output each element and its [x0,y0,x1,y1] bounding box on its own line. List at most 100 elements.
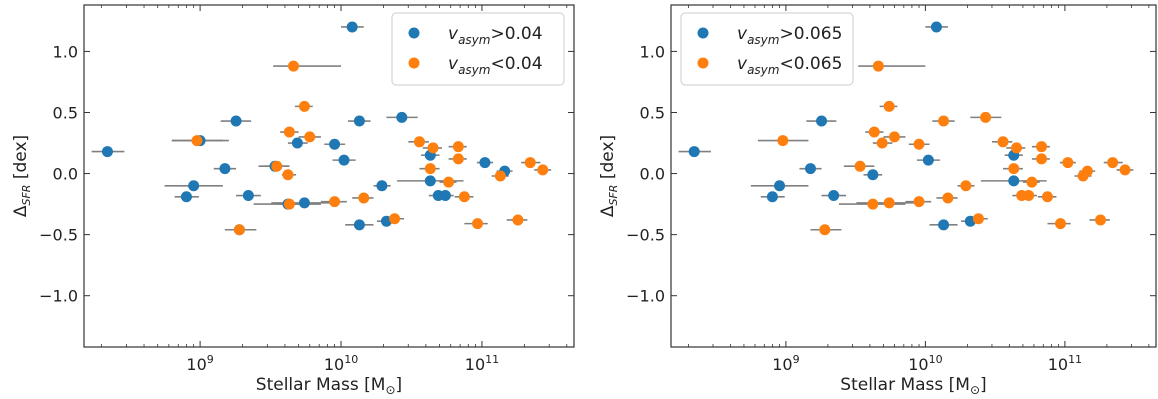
data-point [1036,153,1048,165]
x-tick-base: 10 [772,355,792,374]
data-point [1036,141,1048,153]
data-point [774,180,786,192]
data-point [1008,175,1020,187]
data-point [888,131,900,143]
x-tick-base: 10 [324,355,344,374]
data-point [816,115,828,127]
legend-box [680,12,854,86]
legend-var: v [737,24,748,44]
data-point [913,196,925,208]
x-tick-exponent: 10 [929,353,943,366]
data-point [942,192,954,204]
x-tick-base: 10 [1048,355,1068,374]
legend-var: v [448,24,459,44]
y-tick-label: −0.5 [39,226,78,245]
axes-frame [83,4,575,348]
data-point [922,154,934,166]
data-point [353,115,365,127]
data-point [358,192,370,204]
series-orange [171,65,552,231]
data-point [376,180,388,192]
data-point [389,213,401,225]
data-point [283,126,295,138]
x-axis-label-sun-symbol: ⊙ [385,383,395,397]
data-point [766,191,778,203]
x-tick-base: 10 [465,355,485,374]
legend-var-subscript: asym [458,33,490,47]
y-tick-label: −0.5 [626,226,665,245]
data-point [883,197,895,209]
data-point [1008,163,1020,175]
legend-entry: vasym<0.065 [737,54,842,77]
data-point [424,163,436,175]
x-tick-base: 10 [186,355,206,374]
legend-entry: vasym>0.065 [737,24,842,47]
data-point [180,191,192,203]
data-point [867,198,879,210]
data-point [452,153,464,165]
data-point [1081,165,1093,177]
x-axis-label-sun-symbol: ⊙ [970,383,980,397]
y-tick-label: −1.0 [626,287,665,306]
data-point [997,136,1009,148]
y-tick-label: −1.0 [39,287,78,306]
legend-entry: vasym<0.04 [448,54,543,77]
data-point [972,213,984,225]
data-point [283,198,295,210]
data-point [338,154,350,166]
data-point [1011,142,1023,154]
x-tick-exponent: 11 [1068,353,1082,366]
data-point [413,136,425,148]
data-point [804,163,816,175]
data-point [427,142,439,154]
legend-box [391,12,565,86]
data-point [960,180,972,192]
x-tick-label: 1011 [465,353,499,374]
data-point [219,163,231,175]
legend-marker [408,57,420,69]
legend-threshold: <0.04 [490,54,542,74]
data-point [1062,157,1074,169]
y-tick-label: 1.0 [640,42,665,61]
data-point [876,137,888,149]
data-point [101,146,113,158]
legend-threshold: <0.065 [779,54,842,74]
legend-var: v [448,54,459,74]
data-point [188,180,200,192]
y-axis-label-subscript: SFR [20,185,33,206]
data-point [472,218,484,230]
data-point [242,190,254,202]
data-point [688,146,700,158]
data-point [443,176,455,188]
legend-var: v [737,54,748,74]
data-point [291,137,303,149]
data-point [271,160,283,172]
data-point [439,190,451,202]
x-tick-exponent: 9 [207,353,214,366]
data-point [233,224,245,236]
data-point [930,21,942,33]
data-point [424,175,436,187]
data-point [458,191,470,203]
data-point [512,214,524,226]
data-point [452,141,464,153]
markers-orange [777,60,1131,236]
series-orange [757,65,1134,231]
y-axis-label-delta: Δ [11,205,31,217]
legend-entry: vasym>0.04 [448,24,543,47]
data-point [329,196,341,208]
data-point [938,219,950,231]
data-point [828,190,840,202]
data-point [537,164,549,176]
data-point [872,60,884,72]
legend-var-subscript: asym [747,63,779,77]
x-axis-label-bracket: ] [980,375,987,395]
data-point [288,60,300,72]
legend-marker [408,27,420,39]
x-tick-label: 109 [186,353,213,374]
x-tick-exponent: 11 [485,353,499,366]
data-point [524,157,536,169]
